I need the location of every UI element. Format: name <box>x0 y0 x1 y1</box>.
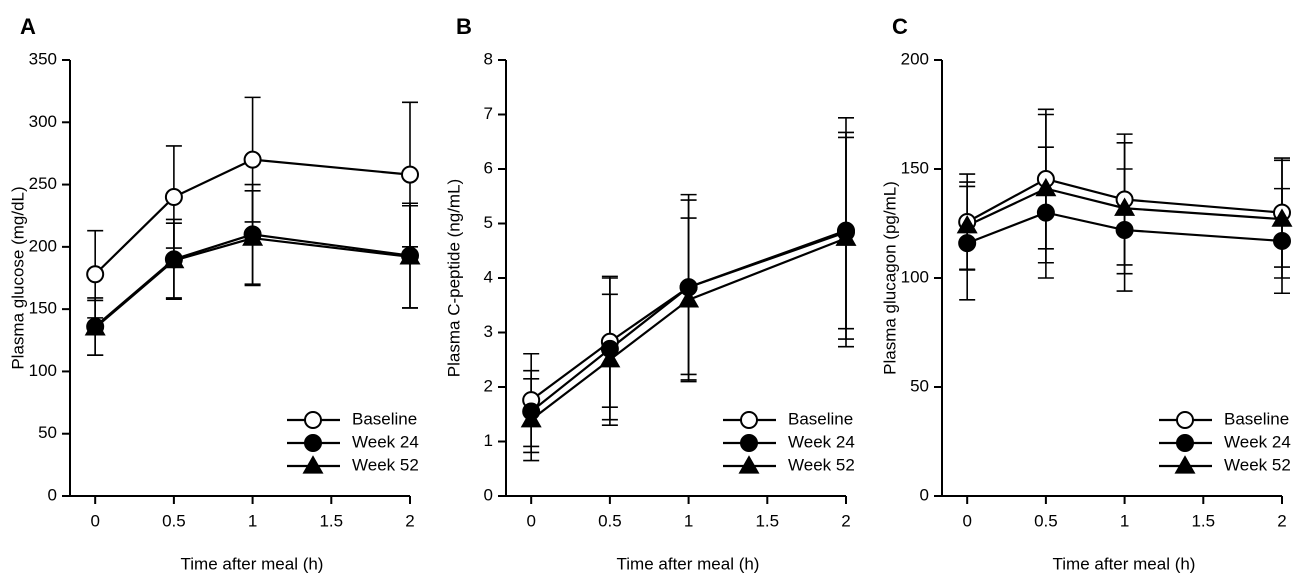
legend-label: Week 52 <box>788 455 855 474</box>
marker-triangle <box>399 246 421 265</box>
panel: C Plasma glucagon (pg/mL) Time after meal … <box>880 14 1293 573</box>
legend-label: Week 24 <box>352 432 419 451</box>
marker-triangle <box>738 455 760 474</box>
y-axis-label: Plasma glucagon (pg/mL) <box>880 181 899 375</box>
marker-triangle <box>599 349 621 368</box>
panel: B Plasma C-peptide (ng/mL) Time after meal… <box>444 14 857 573</box>
marker-triangle <box>84 317 106 336</box>
marker-triangle <box>1114 197 1136 216</box>
legend-label: Baseline <box>788 409 853 428</box>
marker-circle <box>740 434 758 452</box>
marker-open-circle <box>740 411 758 429</box>
series-line <box>530 237 847 421</box>
x-tick-label: 1 <box>684 511 693 530</box>
y-tick-label: 350 <box>29 49 57 68</box>
y-tick-label: 100 <box>29 361 57 380</box>
y-tick-label: 200 <box>901 49 929 68</box>
y-tick-label: 4 <box>484 267 493 286</box>
y-tick-label: 150 <box>901 158 929 177</box>
y-tick-label: 6 <box>484 158 493 177</box>
marker-open-circle <box>304 411 322 429</box>
y-tick-label: 250 <box>29 174 57 193</box>
series-line <box>966 177 1283 223</box>
marker-triangle <box>956 214 978 234</box>
legend-label: Week 52 <box>352 455 419 474</box>
y-tick-label: 50 <box>910 376 929 395</box>
marker-triangle <box>1271 208 1293 227</box>
legend-label: Week 24 <box>788 432 855 451</box>
marker-triangle <box>835 227 857 246</box>
legend-label: Baseline <box>352 409 417 428</box>
x-axis-label: Time after meal (h) <box>1053 554 1196 573</box>
x-tick-label: 1 <box>248 511 257 530</box>
x-tick-label: 1.5 <box>319 511 343 530</box>
panel: A Plasma glucose (mg/dL) Time after meal (… <box>8 14 421 573</box>
series-line <box>94 237 411 329</box>
marker-circle <box>304 434 322 452</box>
x-axis-label: Time after meal (h) <box>617 554 760 573</box>
legend-label: Week 24 <box>1224 432 1291 451</box>
y-tick-label: 100 <box>901 267 929 286</box>
series-line <box>966 211 1283 245</box>
y-tick-label: 150 <box>29 299 57 318</box>
marker-triangle <box>520 408 542 428</box>
panel-letter: A <box>20 14 36 39</box>
y-tick-label: 8 <box>484 49 493 68</box>
x-tick-label: 0.5 <box>162 511 186 530</box>
marker-triangle <box>678 289 700 308</box>
x-tick-label: 2 <box>841 511 850 530</box>
x-tick-label: 2 <box>405 511 414 530</box>
marker-open-circle <box>86 265 105 284</box>
y-axis-label: Plasma C-peptide (ng/mL) <box>444 179 463 377</box>
x-tick-label: 0.5 <box>598 511 622 530</box>
x-tick-label: 1 <box>1120 511 1129 530</box>
y-tick-label: 5 <box>484 213 493 232</box>
y-tick-label: 0 <box>48 485 57 504</box>
y-tick-label: 300 <box>29 112 57 131</box>
marker-triangle <box>1035 177 1057 197</box>
marker-triangle <box>163 249 185 269</box>
x-tick-label: 0 <box>526 511 535 530</box>
marker-triangle <box>1174 455 1196 474</box>
y-tick-label: 7 <box>484 104 493 123</box>
x-tick-label: 1.5 <box>755 511 779 530</box>
y-tick-label: 0 <box>484 485 493 504</box>
x-tick-label: 0 <box>90 511 99 530</box>
series-line <box>94 158 411 276</box>
x-tick-label: 2 <box>1277 511 1286 530</box>
marker-triangle <box>302 455 324 474</box>
marker-open-circle <box>164 188 183 207</box>
marker-triangle <box>242 227 264 246</box>
x-tick-label: 0 <box>962 511 971 530</box>
marker-circle <box>1273 231 1291 250</box>
y-tick-label: 200 <box>29 236 57 255</box>
x-axis-label: Time after meal (h) <box>181 554 324 573</box>
marker-circle <box>1176 434 1194 452</box>
marker-circle <box>1115 221 1134 240</box>
y-tick-label: 3 <box>484 322 493 341</box>
legend-label: Week 52 <box>1224 455 1291 474</box>
marker-circle <box>958 234 977 253</box>
panel-letter: C <box>892 14 908 39</box>
y-axis-label: Plasma glucose (mg/dL) <box>8 186 27 369</box>
y-tick-label: 2 <box>484 376 493 395</box>
series-line <box>966 187 1283 227</box>
marker-open-circle <box>243 150 262 169</box>
marker-open-circle <box>1176 411 1194 429</box>
marker-open-circle <box>401 165 419 184</box>
x-tick-label: 0.5 <box>1034 511 1058 530</box>
y-tick-label: 0 <box>920 485 929 504</box>
series-line <box>530 229 847 413</box>
panel-letter: B <box>456 14 472 39</box>
y-tick-label: 1 <box>484 431 493 450</box>
y-tick-label: 50 <box>38 423 57 442</box>
x-tick-label: 1.5 <box>1191 511 1215 530</box>
legend-label: Baseline <box>1224 409 1289 428</box>
marker-circle <box>1036 203 1055 222</box>
